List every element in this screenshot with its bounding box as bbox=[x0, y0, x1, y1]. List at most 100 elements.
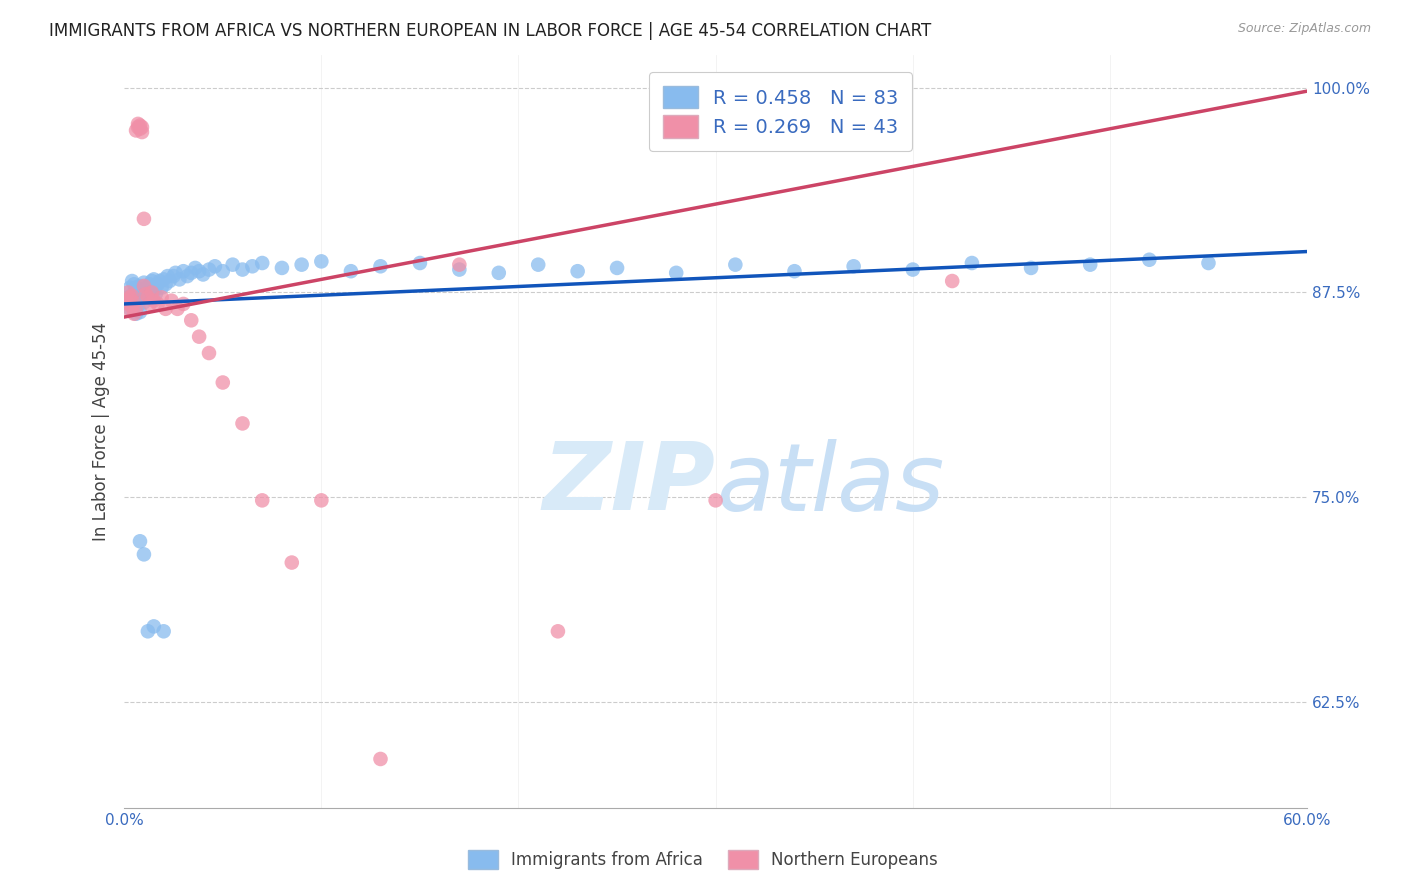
Point bbox=[198, 262, 221, 277]
Point bbox=[156, 269, 179, 284]
Point bbox=[122, 285, 145, 300]
Point bbox=[135, 287, 157, 301]
Point bbox=[139, 297, 162, 311]
Point bbox=[191, 268, 214, 282]
Point bbox=[129, 534, 152, 549]
Point bbox=[231, 262, 253, 277]
Point bbox=[204, 260, 226, 274]
Point bbox=[198, 346, 221, 360]
Point bbox=[125, 307, 148, 321]
Point bbox=[250, 493, 273, 508]
Y-axis label: In Labor Force | Age 45-54: In Labor Force | Age 45-54 bbox=[93, 322, 110, 541]
Point bbox=[155, 301, 177, 316]
Point bbox=[121, 293, 143, 308]
Point bbox=[180, 266, 202, 280]
Point bbox=[340, 264, 363, 278]
Point bbox=[221, 258, 243, 272]
Point bbox=[311, 254, 333, 268]
Point bbox=[704, 493, 727, 508]
Point bbox=[547, 624, 569, 639]
Point bbox=[129, 305, 152, 319]
Point bbox=[606, 260, 628, 275]
Point bbox=[941, 274, 963, 288]
Point bbox=[152, 272, 174, 286]
Point bbox=[131, 125, 153, 139]
Point bbox=[166, 301, 188, 316]
Point bbox=[129, 121, 152, 136]
Point bbox=[132, 276, 155, 290]
Legend: R = 0.458   N = 83, R = 0.269   N = 43: R = 0.458 N = 83, R = 0.269 N = 43 bbox=[650, 72, 912, 152]
Point bbox=[131, 120, 153, 135]
Point bbox=[136, 284, 159, 298]
Point bbox=[135, 287, 157, 301]
Point bbox=[842, 260, 865, 274]
Point bbox=[139, 285, 162, 300]
Point bbox=[145, 279, 167, 293]
Point bbox=[291, 258, 314, 272]
Point bbox=[131, 290, 153, 304]
Point bbox=[129, 279, 152, 293]
Text: ZIP: ZIP bbox=[543, 438, 716, 531]
Point bbox=[125, 123, 148, 137]
Point bbox=[132, 295, 155, 310]
Point bbox=[527, 258, 550, 272]
Point bbox=[665, 266, 688, 280]
Point bbox=[960, 256, 983, 270]
Point bbox=[211, 264, 233, 278]
Point bbox=[121, 289, 143, 303]
Point bbox=[136, 290, 159, 304]
Point bbox=[409, 256, 432, 270]
Point bbox=[122, 307, 145, 321]
Legend: Immigrants from Africa, Northern Europeans: Immigrants from Africa, Northern Europea… bbox=[458, 840, 948, 880]
Point bbox=[176, 269, 198, 284]
Text: atlas: atlas bbox=[716, 439, 943, 530]
Point bbox=[172, 264, 194, 278]
Point bbox=[127, 117, 149, 131]
Point bbox=[127, 120, 149, 135]
Point bbox=[141, 285, 163, 300]
Point bbox=[160, 293, 183, 308]
Point bbox=[1137, 252, 1160, 267]
Point bbox=[117, 285, 139, 300]
Point bbox=[211, 376, 233, 390]
Point bbox=[127, 284, 149, 298]
Point bbox=[783, 264, 806, 278]
Point bbox=[122, 277, 145, 292]
Point bbox=[121, 300, 143, 314]
Point bbox=[141, 280, 163, 294]
Point bbox=[141, 274, 163, 288]
Point bbox=[135, 280, 157, 294]
Point bbox=[145, 287, 167, 301]
Point bbox=[120, 280, 142, 294]
Point bbox=[136, 290, 159, 304]
Point bbox=[127, 292, 149, 306]
Point bbox=[370, 260, 392, 274]
Point bbox=[132, 285, 155, 300]
Point bbox=[188, 329, 211, 343]
Point bbox=[1198, 256, 1220, 270]
Point bbox=[136, 624, 159, 639]
Point bbox=[132, 211, 155, 226]
Point bbox=[120, 290, 142, 304]
Point bbox=[152, 624, 174, 639]
Point bbox=[1019, 260, 1042, 275]
Point bbox=[142, 272, 165, 286]
Point bbox=[120, 303, 142, 318]
Point bbox=[150, 280, 173, 294]
Point bbox=[149, 274, 172, 288]
Point bbox=[188, 264, 211, 278]
Point bbox=[132, 547, 155, 561]
Point bbox=[449, 258, 471, 272]
Point bbox=[139, 277, 162, 292]
Point bbox=[231, 417, 253, 431]
Point bbox=[311, 493, 333, 508]
Point bbox=[162, 269, 184, 284]
Point bbox=[567, 264, 589, 278]
Point bbox=[146, 277, 169, 292]
Point bbox=[121, 274, 143, 288]
Point bbox=[142, 619, 165, 633]
Point bbox=[142, 293, 165, 308]
Point bbox=[125, 289, 148, 303]
Point bbox=[132, 279, 155, 293]
Point bbox=[488, 266, 510, 280]
